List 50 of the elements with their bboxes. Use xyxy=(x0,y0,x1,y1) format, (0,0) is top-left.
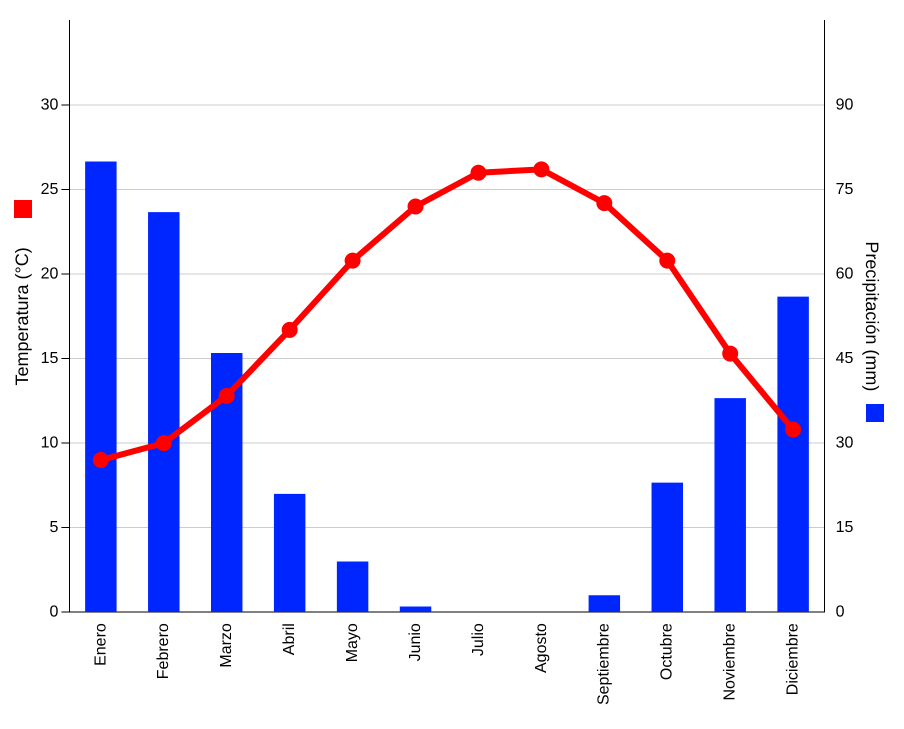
y-tick-label: 20 xyxy=(40,266,58,283)
y2-axis-title: Precipitación (mm) xyxy=(862,241,882,392)
y-axis-title: Temperatura (°C) xyxy=(12,247,32,386)
point xyxy=(92,452,109,468)
x-tick-label: Noviembre xyxy=(722,623,739,701)
y2-tick-label: 60 xyxy=(836,266,854,283)
point xyxy=(282,322,298,338)
point xyxy=(533,161,550,178)
bar xyxy=(85,161,117,612)
y2-tick-label: 15 xyxy=(836,519,854,536)
x-tick-label: Mayo xyxy=(344,623,362,662)
y-tick-label: 5 xyxy=(49,519,58,536)
x-tick-label: Abril xyxy=(281,623,298,656)
y-tick-label: 10 xyxy=(40,434,58,452)
y2-tick-label: 30 xyxy=(836,434,854,452)
bar xyxy=(777,296,809,612)
bar xyxy=(211,353,242,612)
point xyxy=(470,164,486,181)
point xyxy=(722,346,738,362)
x-tick-label: Octubre xyxy=(658,623,676,680)
point xyxy=(785,422,802,438)
bar xyxy=(714,398,746,612)
point xyxy=(156,435,172,452)
y-tick-label: 25 xyxy=(40,181,58,198)
point xyxy=(596,195,612,212)
bar xyxy=(148,212,180,612)
x-tick-label: Diciembre xyxy=(784,623,802,696)
y2-tick-label: 45 xyxy=(836,350,854,368)
y2-tick-label: 90 xyxy=(836,96,854,114)
bar xyxy=(588,595,620,612)
y-tick-label: 0 xyxy=(49,604,58,621)
bar xyxy=(652,482,683,612)
bar xyxy=(336,561,368,612)
x-tick-label: Agosto xyxy=(532,623,550,673)
x-tick-label: Junio xyxy=(406,623,424,662)
x-tick-label: Febrero xyxy=(155,623,172,680)
point xyxy=(344,252,361,269)
point xyxy=(659,252,676,269)
x-tick-label: Julio xyxy=(470,623,487,656)
bar xyxy=(274,494,306,612)
y2-tick-label: 0 xyxy=(836,604,845,621)
bar xyxy=(400,606,432,612)
x-tick-label: Marzo xyxy=(218,623,236,668)
y-tick-label: 15 xyxy=(40,350,58,368)
x-tick-label: Septiembre xyxy=(596,623,613,706)
y2-tick-label: 75 xyxy=(836,181,854,198)
y-tick-label: 30 xyxy=(40,96,58,114)
point xyxy=(218,388,235,404)
point xyxy=(408,198,424,215)
x-tick-label: Enero xyxy=(92,623,110,666)
